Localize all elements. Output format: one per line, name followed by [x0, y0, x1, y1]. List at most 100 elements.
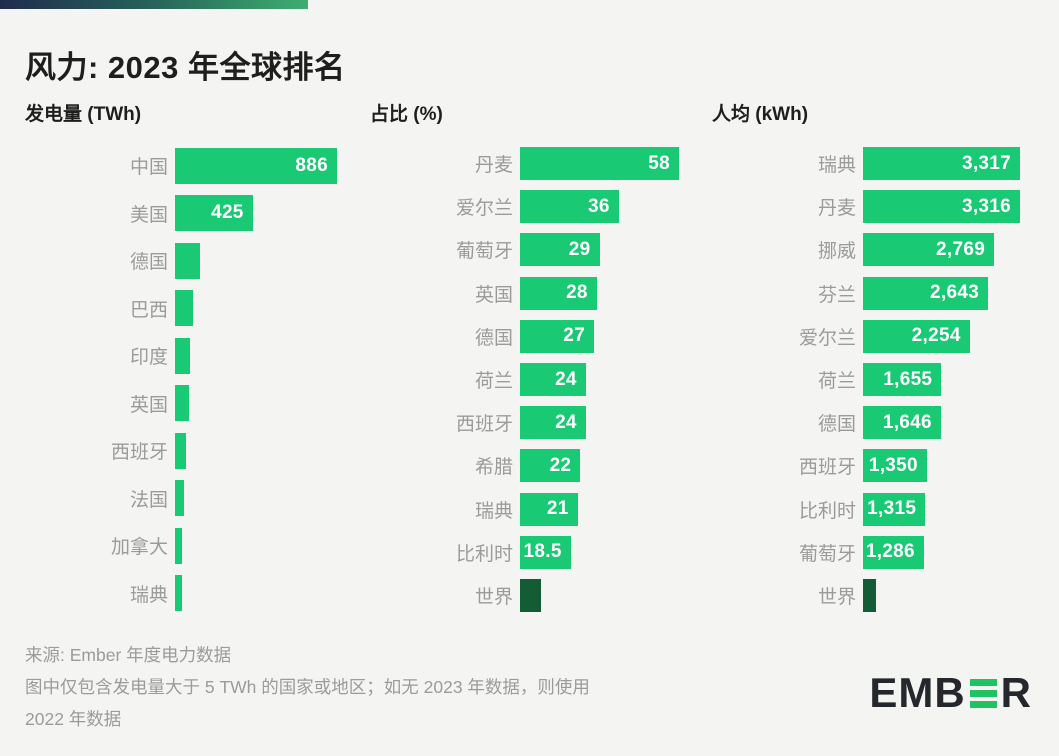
- bar-value: 29: [568, 238, 591, 260]
- bar: 1,315: [863, 492, 926, 526]
- country-label: 德国: [817, 414, 856, 436]
- world-bar: [863, 578, 877, 612]
- bar-value: 28: [566, 282, 588, 304]
- bar-row: 巴西: [25, 285, 360, 333]
- country-label: 瑞典: [817, 155, 856, 177]
- bar: 36: [520, 190, 619, 224]
- bar: 29: [520, 233, 600, 267]
- bar-row: 德国 1,646: [712, 401, 1047, 444]
- chart-title: 风力: 2023 年全球排名: [25, 50, 346, 85]
- bar-row: 英国 28: [370, 272, 705, 315]
- country-label: 中国: [129, 157, 168, 179]
- bar: 27: [520, 319, 594, 353]
- country-label: 法国: [129, 489, 168, 511]
- bar-row: 英国: [25, 380, 360, 428]
- country-label: 印度: [129, 347, 168, 369]
- bar-row: 印度: [25, 332, 360, 380]
- bar-row: 世界: [712, 574, 1047, 617]
- bar-row: 西班牙 24: [370, 401, 705, 444]
- bar-row: 葡萄牙 1,286: [712, 531, 1047, 574]
- bar-row: 芬兰 2,643: [712, 272, 1047, 315]
- country-label: 丹麦: [817, 198, 856, 220]
- country-label: 西班牙: [798, 457, 856, 479]
- bar: [175, 527, 183, 564]
- bar-row: 西班牙: [25, 427, 360, 475]
- bar-value: 21: [546, 498, 569, 520]
- bar-row: 加拿大: [25, 522, 360, 570]
- source-note: 来源: Ember 年度电力数据 图中仅包含发电量大于 5 TWh 的国家或地区…: [25, 639, 805, 735]
- ember-logo-e-bar: [969, 689, 997, 697]
- bar-value: 18.5: [523, 541, 562, 563]
- bar-value: 425: [211, 202, 244, 224]
- bar-row: 希腊 22: [370, 444, 705, 487]
- bar: [175, 337, 190, 374]
- bar-row: 爱尔兰 36: [370, 185, 705, 228]
- bar-row: 瑞典 21: [370, 488, 705, 531]
- bar: [175, 242, 200, 279]
- bar: 3,316: [863, 190, 1020, 224]
- country-label: 德国: [129, 252, 168, 274]
- bar: 1,286: [863, 535, 924, 569]
- country-label: 巴西: [129, 299, 168, 321]
- bar-row: 世界: [370, 574, 705, 617]
- country-label: 爱尔兰: [798, 327, 856, 349]
- country-label: 挪威: [817, 241, 856, 263]
- country-label: 比利时: [798, 500, 856, 522]
- bar: 1,646: [863, 406, 941, 440]
- bar-value: 27: [563, 325, 585, 347]
- country-label: 荷兰: [474, 371, 513, 393]
- bar: 18.5: [520, 535, 571, 569]
- bar: 3,317: [863, 147, 1020, 181]
- bar-row: 瑞典 3,317: [712, 142, 1047, 185]
- bar: 1,350: [863, 449, 927, 483]
- chart-share: 占比 (%) 丹麦 58 爱尔兰 36 葡萄牙 29 英国 28 德国 27 荷兰 24 西班牙 24 希腊…: [370, 103, 705, 612]
- bar-value: 24: [555, 368, 577, 390]
- country-label: 爱尔兰: [455, 198, 513, 220]
- bar: 21: [520, 492, 578, 526]
- bar-value: 36: [587, 195, 610, 217]
- country-label: 葡萄牙: [798, 543, 856, 565]
- bar-value: 58: [648, 152, 670, 174]
- bar-value: 3,316: [961, 195, 1011, 217]
- bar-row: 葡萄牙 29: [370, 228, 705, 271]
- bar-row: 丹麦 3,316: [712, 185, 1047, 228]
- bar-value: 24: [555, 411, 577, 433]
- bar: 2,769: [863, 233, 995, 267]
- country-label: 丹麦: [474, 155, 513, 177]
- bar-row: 美国 425: [25, 190, 360, 238]
- bar: 1,655: [863, 363, 942, 397]
- country-label: 希腊: [474, 457, 513, 479]
- bar-row: 比利时 1,315: [712, 488, 1047, 531]
- bar-value: 22: [549, 454, 572, 476]
- bar-row: 瑞典: [25, 570, 360, 618]
- bar: 58: [520, 147, 679, 181]
- bar-value: 1,286: [865, 541, 915, 563]
- country-label: 西班牙: [110, 442, 168, 464]
- chart-share-header: 占比 (%): [370, 104, 443, 125]
- country-label: 瑞典: [129, 584, 168, 606]
- bar: [175, 290, 193, 327]
- bar: [175, 385, 190, 422]
- bar: 2,643: [863, 276, 989, 310]
- bar-row: 德国: [25, 237, 360, 285]
- chart-per-capita-rows: 瑞典 3,317 丹麦 3,316 挪威 2,769 芬兰 2,643 爱尔兰 2,254 荷兰 1,…: [712, 142, 1047, 617]
- bar-value: 1,350: [868, 454, 918, 476]
- bar-value: 1,315: [867, 498, 917, 520]
- chart-generation: 发电量 (TWh) 中国 886 美国 425 德国 巴西 印度 英国 西班牙 法国 加拿大 瑞典: [25, 103, 360, 612]
- bar-row: 法国: [25, 475, 360, 523]
- bar-value: 3,317: [961, 152, 1011, 174]
- bar: 425: [175, 195, 253, 232]
- chart-per-capita-header: 人均 (kWh): [712, 104, 809, 125]
- bar: [175, 432, 187, 469]
- bar-value: 2,643: [930, 282, 980, 304]
- bar: 28: [520, 276, 597, 310]
- bar-value: 886: [295, 154, 328, 176]
- world-bar: [520, 578, 541, 612]
- country-label: 西班牙: [455, 414, 513, 436]
- ember-logo-e-bar: [969, 678, 997, 686]
- ember-logo: EMB R: [869, 672, 1032, 714]
- source-line: 来源: Ember 年度电力数据: [25, 645, 232, 665]
- chart-per-capita: 人均 (kWh) 瑞典 3,317 丹麦 3,316 挪威 2,769 芬兰 2,643 爱尔兰…: [712, 103, 1047, 612]
- bar-row: 德国 27: [370, 315, 705, 358]
- ember-logo-e-bar: [969, 700, 997, 708]
